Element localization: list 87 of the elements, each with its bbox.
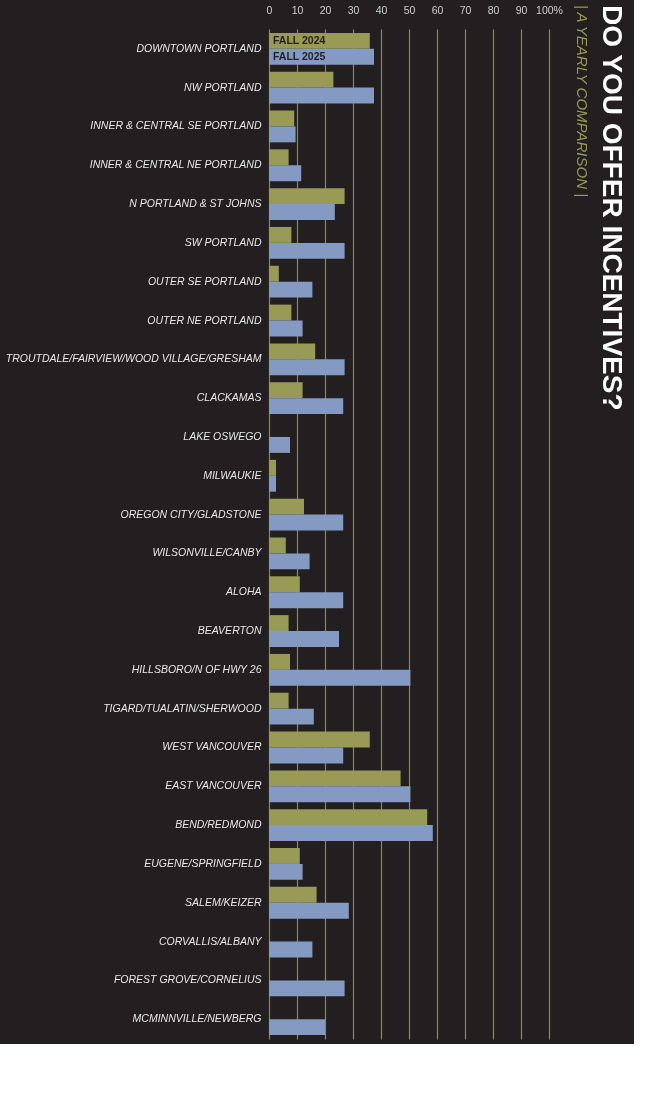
y-tick-label: SW PORTLAND <box>184 235 262 248</box>
y-tick-label: DOWNTOWN PORTLAND <box>136 41 262 54</box>
y-tick-label: FOREST GROVE/CORNELIUS <box>113 973 262 986</box>
x-tick-label: 30 <box>347 3 360 16</box>
bar <box>269 359 345 376</box>
bar <box>269 165 302 182</box>
bar <box>269 809 428 826</box>
y-tick-label: OREGON CITY/GLADSTONE <box>120 507 263 520</box>
bar <box>269 498 304 515</box>
x-tick-label: 0 <box>266 3 273 16</box>
bar <box>269 902 349 919</box>
bar <box>269 576 300 593</box>
y-tick-label: CORVALLIS/ALBANY <box>158 934 263 947</box>
y-tick-label: CLACKAMAS <box>196 391 262 404</box>
bar <box>269 436 290 453</box>
text: DO YOU OFFER INCENTIVES? <box>597 5 629 411</box>
bar <box>269 87 374 104</box>
bar <box>269 188 345 205</box>
bar <box>269 592 344 609</box>
bar <box>269 669 411 686</box>
y-tick-label: OUTER NE PORTLAND <box>147 313 262 326</box>
y-tick-label: INNER & CENTRAL SE PORTLAND <box>90 119 262 132</box>
y-tick-label: SALEM/KEIZER <box>185 895 262 908</box>
bar <box>269 343 316 360</box>
y-tick-label: WILSONVILLE/CANBY <box>152 546 263 559</box>
y-tick-label: NW PORTLAND <box>184 80 262 93</box>
bar <box>269 653 290 670</box>
bar <box>269 204 335 220</box>
x-tick-label: 10 <box>291 3 304 16</box>
y-tick-label: WEST VANCOUVER <box>162 740 262 753</box>
bar <box>269 242 345 259</box>
bar <box>269 149 289 166</box>
bar <box>269 281 313 298</box>
text: | A YEARLY COMPARISON | <box>574 5 592 198</box>
y-tick-label: EAST VANCOUVER <box>165 779 262 792</box>
bar <box>269 398 344 415</box>
bar <box>269 71 334 88</box>
y-tick-label: N PORTLAND & ST JOHNS <box>129 197 262 210</box>
y-tick-label: BEND/REDMOND <box>175 818 262 831</box>
bar <box>269 320 303 337</box>
x-tick-label: 20 <box>319 3 332 16</box>
bar <box>269 553 310 570</box>
bar <box>269 747 344 764</box>
bar <box>269 731 370 748</box>
bar <box>269 459 276 476</box>
series-label: FALL 2024 <box>273 33 326 46</box>
bar <box>269 980 345 997</box>
bar <box>269 514 344 531</box>
x-tick-label: 90 <box>515 3 528 16</box>
bar <box>269 708 314 725</box>
bar <box>269 226 292 243</box>
y-tick-label: INNER & CENTRAL NE PORTLAND <box>89 158 262 171</box>
bar <box>269 615 289 632</box>
bar <box>269 110 295 127</box>
bar <box>269 886 317 903</box>
bar <box>269 941 313 958</box>
bar <box>269 537 286 554</box>
x-tick-label: 100% <box>536 3 563 16</box>
y-tick-label: OUTER SE PORTLAND <box>147 274 262 287</box>
x-tick-label: 50 <box>403 3 416 16</box>
y-tick-label: EUGENE/SPRINGFIELD <box>144 856 262 869</box>
bar <box>269 475 276 492</box>
series-label: FALL 2025 <box>273 49 326 62</box>
bar <box>269 848 300 864</box>
y-tick-label: TIGARD/TUALATIN/SHERWOOD <box>103 701 262 714</box>
x-tick-label: 80 <box>487 3 500 16</box>
bar <box>269 692 289 709</box>
bar <box>269 825 433 842</box>
bar <box>269 863 303 880</box>
bar <box>269 265 279 282</box>
y-tick-label: BEAVERTON <box>197 624 262 637</box>
x-tick-label: 60 <box>431 3 444 16</box>
bar <box>269 770 401 787</box>
y-tick-label: TROUTDALE/FAIRVIEW/WOOD VILLAGE/GRESHAM <box>5 352 262 365</box>
y-tick-label: HILLSBORO/N OF HWY 26 <box>131 662 262 675</box>
bar <box>269 631 339 647</box>
x-tick-label: 40 <box>375 3 388 16</box>
bar <box>269 304 292 321</box>
y-tick-label: LAKE OSWEGO <box>183 429 262 442</box>
y-tick-label: ALOHA <box>224 585 262 598</box>
x-tick-label: 70 <box>459 3 472 16</box>
y-tick-label: MCMINNVILLE/NEWBERG <box>132 1012 262 1025</box>
y-tick-label: MILWAUKIE <box>203 468 263 481</box>
bar <box>269 786 411 803</box>
bar <box>269 126 296 143</box>
bar <box>269 382 303 399</box>
bar <box>269 1019 325 1036</box>
